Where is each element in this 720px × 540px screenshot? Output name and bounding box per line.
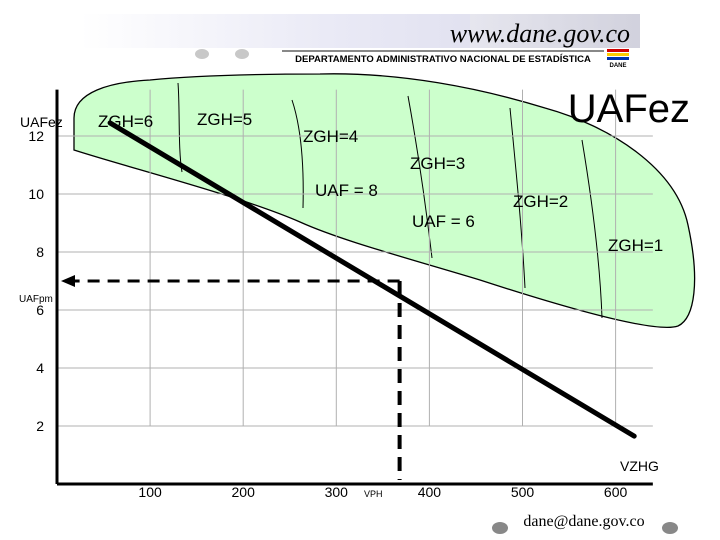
zone-label-zgh2: ZGH=2 [513, 192, 568, 211]
zone-boundary [509, 107, 526, 289]
reference-lines [61, 275, 402, 480]
uafpm-arrowhead-icon [61, 275, 75, 287]
diagram-title: UAFez [568, 87, 690, 131]
y-tick-label: 6 [36, 302, 44, 318]
uafpm-label: UAFpm [19, 294, 53, 305]
vph-label: VPH [364, 489, 383, 499]
zone-region [73, 73, 696, 329]
header-url-band [470, 14, 640, 48]
svg-text:DANE: DANE [609, 63, 626, 69]
series-line [107, 120, 637, 439]
chart-grid [57, 89, 653, 427]
x-tick-label: 500 [511, 484, 535, 500]
x-tick-label: 600 [604, 484, 628, 500]
zone-boundary [581, 139, 603, 319]
zone-boundary [291, 99, 304, 209]
uaf-label-8: UAF = 8 [315, 181, 378, 200]
page-header: www.dane.gov.co DEPARTAMENTO ADMINISTRAT… [0, 0, 720, 72]
y-tick-label: 8 [36, 244, 44, 260]
header-dot-icon [235, 49, 249, 59]
chart-axes [55, 89, 653, 486]
x-axis-label: VZHG [620, 458, 659, 474]
zone-region-shape [73, 73, 696, 329]
zone-label-zgh3: ZGH=3 [410, 154, 465, 173]
x-tick-label: 300 [325, 484, 349, 500]
y-tick-label: 10 [28, 186, 44, 202]
zone-label-zgh5: ZGH=5 [197, 110, 252, 129]
zone-label-zgh1: ZGH=1 [608, 236, 663, 255]
x-tick-label: 100 [138, 484, 162, 500]
header-divider [282, 50, 604, 52]
chart-ticks: 2 4 6 8 10 12 100 200 300 400 500 600 [28, 128, 627, 500]
page-footer: dane@dane.gov.co [492, 513, 678, 534]
chart-series [107, 120, 637, 439]
y-axis-label: UAFez [20, 114, 63, 130]
dane-logo-icon: DANE [607, 49, 629, 69]
header-department: DEPARTAMENTO ADMINISTRATIVO NACIONAL DE … [295, 54, 591, 65]
y-tick-label: 12 [28, 128, 44, 144]
footer-email: dane@dane.gov.co [523, 513, 644, 530]
header-dot-icon [195, 49, 209, 59]
footer-dot-icon [662, 522, 678, 534]
y-tick-label: 4 [36, 360, 44, 376]
zone-label-zgh6: ZGH=6 [98, 112, 153, 131]
y-tick-label: 2 [36, 418, 44, 434]
x-tick-label: 200 [232, 484, 256, 500]
x-tick-label: 400 [418, 484, 442, 500]
footer-dot-icon [492, 522, 508, 534]
uaf-label-6: UAF = 6 [412, 212, 475, 231]
zone-label-zgh4: ZGH=4 [303, 127, 358, 146]
header-website: www.dane.gov.co [450, 19, 630, 48]
